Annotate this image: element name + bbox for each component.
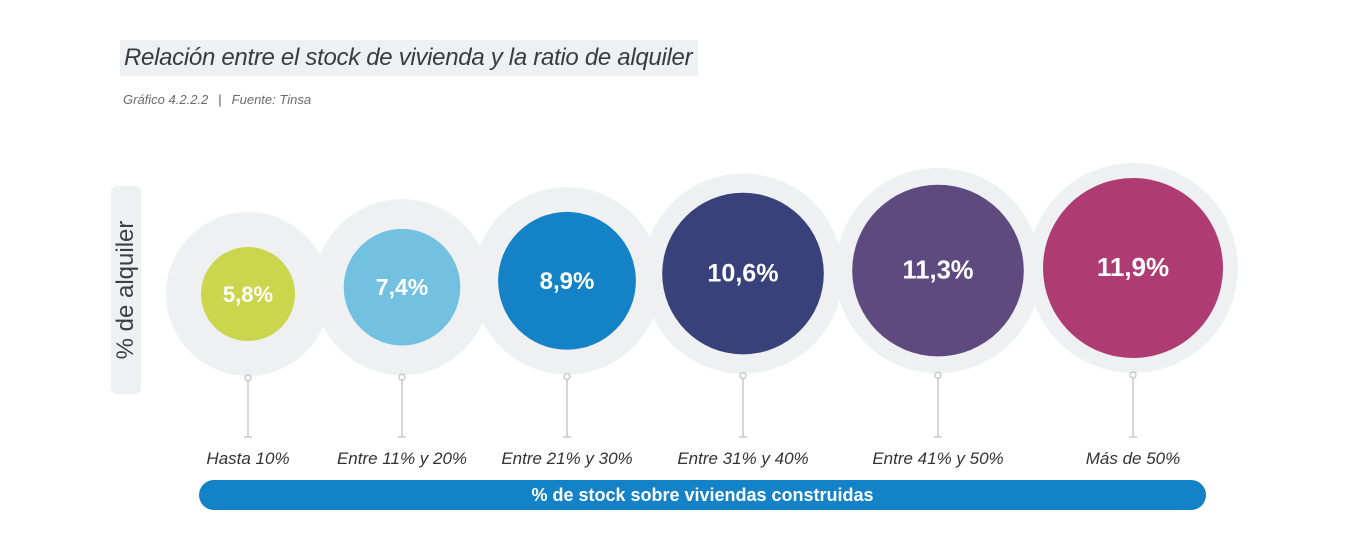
chart-title: Relación entre el stock de vivienda y la… (124, 44, 693, 71)
category-label: Entre 21% y 30% (501, 449, 633, 468)
connector-dot (398, 373, 406, 381)
bubble-value-label: 5,8% (223, 282, 273, 307)
connector-dot (739, 371, 747, 380)
category-label: Entre 41% y 50% (872, 449, 1004, 468)
bubble-value-label: 7,4% (376, 274, 428, 300)
bubble-group: 10,6% (642, 173, 844, 438)
bubble-value-label: 10,6% (707, 260, 778, 288)
bubble-group: 5,8% (166, 212, 330, 438)
category-label: Entre 31% y 40% (677, 449, 809, 468)
figure-number: Gráfico 4.2.2.2 (123, 92, 209, 107)
subtitle-separator: | (218, 92, 222, 107)
category-label: Hasta 10% (206, 449, 290, 468)
y-axis-label-box (111, 186, 141, 394)
bubble-group: 7,4% (314, 199, 490, 438)
bubble-value-label: 11,9% (1097, 252, 1169, 282)
x-axis-label: % de stock sobre viviendas construidas (531, 484, 874, 505)
chart-subtitle: Gráfico 4.2.2.2 | Fuente: Tinsa (123, 92, 311, 107)
connector-dot (244, 374, 252, 382)
connector-dot (1129, 371, 1137, 379)
bubble (343, 228, 461, 346)
bubble-group: 8,9% (473, 187, 661, 438)
source-text: Fuente: Tinsa (231, 92, 312, 107)
bubble (498, 211, 636, 350)
bubble-group: 11,3% (835, 167, 1041, 438)
x-axis-label-bar: % de stock sobre viviendas construidas (199, 480, 1206, 510)
bubble (662, 192, 824, 355)
connector-dot (563, 372, 571, 381)
category-label: Más de 50% (1085, 449, 1181, 468)
bubble (201, 247, 295, 341)
bubble-group: 11,9% (1028, 163, 1238, 438)
bubble-value-label: 8,9% (540, 268, 595, 295)
bubble-value-label: 11,3% (902, 257, 973, 285)
bubble (852, 184, 1024, 357)
bubble (1043, 178, 1223, 358)
connector-dot (934, 371, 942, 380)
category-label: Entre 11% y 20% (336, 449, 468, 468)
chart-title-box: Relación entre el stock de vivienda y la… (120, 40, 699, 76)
